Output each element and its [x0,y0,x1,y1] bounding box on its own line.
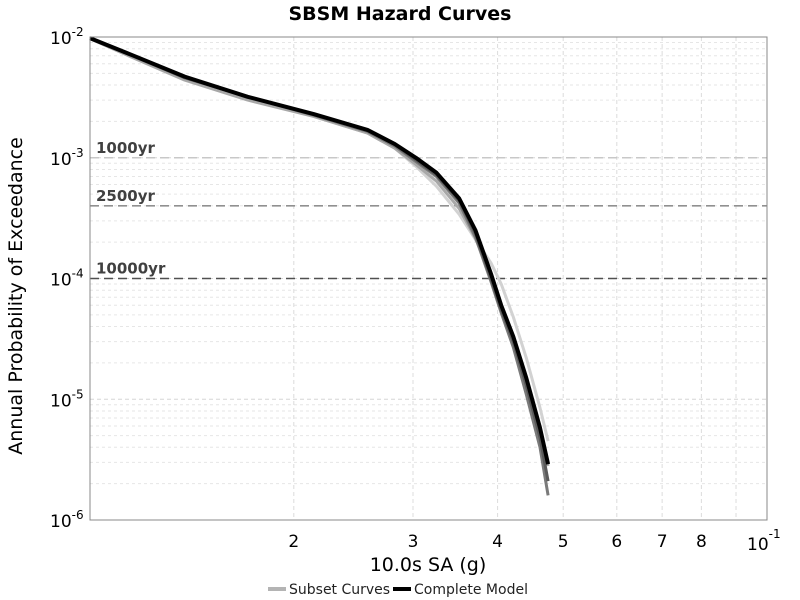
reference-line-label: 1000yr [96,139,156,157]
x-tick-label: 8 [696,532,707,552]
x-tick-label: 4 [492,532,503,552]
reference-line-label: 2500yr [96,187,156,205]
series-lines [89,36,551,496]
legend: Subset Curves Complete Model [268,582,528,598]
y-axis-label: Annual Probability of Exceedance [5,137,27,455]
x-axis-label: 10.0s SA (g) [370,554,487,576]
x-tick-label: 2 [288,532,299,552]
reference-line-label: 10000yr [96,260,166,278]
legend-label: Subset Curves [289,582,390,598]
y-tick-label: 10-2 [50,25,84,49]
y-tick-label: 10-4 [50,267,84,291]
x-tick-label: 3 [408,532,419,552]
y-tick-label: 10-6 [50,508,84,532]
plot-area-frame [89,36,768,521]
legend-label: Complete Model [414,582,528,598]
x-tick-label: 7 [657,532,668,552]
x-tick-label: 5 [558,532,569,552]
tick-labels: 10-2 10-3 10-4 10-5 10-6 2 3 4 5 6 7 8 10-1 [50,25,781,555]
complete-model-line [89,36,551,465]
reference-lines: 1000yr 2500yr 10000yr [90,139,767,280]
chart-title: SBSM Hazard Curves [289,3,512,25]
y-tick-label: 10-3 [50,146,84,170]
x-tick-label: 6 [611,532,622,552]
x-tick-label: 10-1 [747,527,781,555]
y-tick-label: 10-5 [50,387,84,411]
